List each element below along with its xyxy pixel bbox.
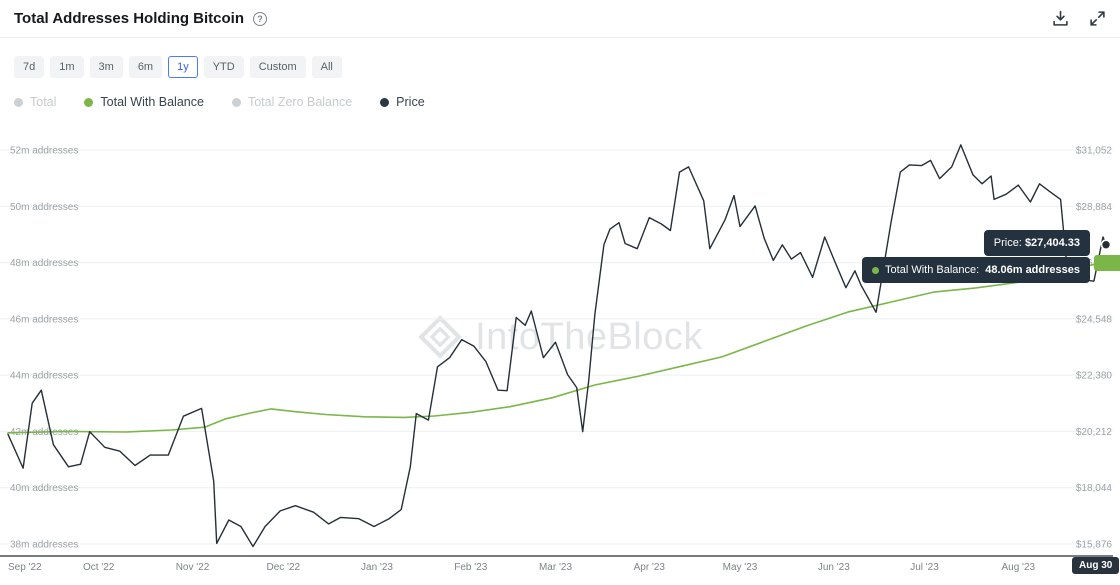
download-icon[interactable] [1052, 10, 1069, 27]
legend-label: Total [30, 95, 57, 109]
legend-label: Total With Balance [100, 95, 204, 109]
legend-dot-icon [380, 97, 390, 107]
x-axis-label: Aug '23 [1001, 562, 1035, 573]
chart-legend: Total Total With Balance Total Zero Balanc… [14, 95, 425, 109]
y-axis-label-right: $18,044 [1076, 483, 1113, 494]
price-tooltip: Price: $27,404.33 [983, 230, 1090, 256]
series-line-total-with-balance [7, 260, 1107, 434]
time-range-1y[interactable]: 1y [168, 56, 198, 78]
time-range-6m[interactable]: 6m [128, 56, 163, 78]
y-axis-label-left: 48m addresses [10, 258, 78, 269]
help-icon[interactable]: ? [253, 11, 268, 26]
x-axis-label: Sep '22 [8, 562, 42, 573]
y-axis-label-right: $24,548 [1076, 314, 1113, 325]
x-axis-label: Apr '23 [634, 562, 666, 573]
legend-price[interactable]: Price [380, 95, 425, 109]
legend-dot-icon [231, 97, 241, 107]
legend-label: Price [396, 95, 425, 109]
price-tooltip-value: $27,404.33 [1024, 237, 1080, 249]
legend-total[interactable]: Total [14, 95, 56, 109]
header: Total Addresses Holding Bitcoin ? [0, 0, 1120, 38]
balance-series-dot-icon [872, 266, 880, 274]
x-axis-label: Mar '23 [539, 562, 572, 573]
y-axis-label-left: 50m addresses [10, 202, 78, 213]
y-axis-label-right: $31,052 [1076, 146, 1113, 157]
balance-tooltip-value: 48.06m addresses [985, 264, 1080, 276]
y-axis-label-left: 38m addresses [10, 540, 78, 551]
y-axis-label-right: $15,876 [1076, 540, 1113, 551]
legend-dot-icon [84, 97, 94, 107]
x-axis-label: May '23 [723, 562, 758, 573]
legend-total-zero-balance[interactable]: Total Zero Balance [231, 95, 353, 109]
series-line-price [7, 144, 1107, 548]
y-axis-label-left: 44m addresses [10, 371, 78, 382]
legend-dot-icon [14, 97, 23, 107]
time-range-1m[interactable]: 1m [50, 56, 84, 78]
y-axis-label-right: $28,884 [1076, 202, 1113, 213]
x-axis-label: Oct '22 [83, 562, 115, 573]
time-range-ytd[interactable]: YTD [203, 56, 244, 78]
current-value-badge [1094, 255, 1120, 271]
chart-plot-area[interactable]: 52m addresses 50m addresses 48m addresses 4… [0, 130, 1120, 585]
header-actions [1052, 10, 1106, 27]
y-axis-label-right: $20,212 [1076, 427, 1113, 438]
x-axis-label: Nov '22 [176, 562, 210, 573]
time-range-3m[interactable]: 3m [89, 56, 123, 78]
x-axis-label: Dec '22 [267, 562, 301, 573]
y-axis-label-left: 40m addresses [10, 483, 78, 494]
y-axis-label-left: 52m addresses [10, 146, 78, 157]
time-range-7d[interactable]: 7d [14, 56, 45, 78]
time-range-custom[interactable]: Custom [249, 56, 306, 78]
current-date-badge: Aug 30 [1072, 557, 1120, 574]
x-axis-label: Feb '23 [454, 562, 487, 573]
price-tooltip-label: Price: [993, 237, 1022, 249]
legend-label: Total Zero Balance [247, 95, 353, 109]
balance-tooltip-label: Total With Balance: [885, 264, 980, 276]
time-range-selector: 7d 1m 3m 6m 1y YTD Custom All [14, 56, 342, 78]
series-end-marker-price [1100, 239, 1112, 250]
x-axis-label: Jun '23 [818, 562, 850, 573]
x-axis-label: Jul '23 [910, 562, 939, 573]
y-axis-label-right: $22,380 [1076, 371, 1113, 382]
legend-total-with-balance[interactable]: Total With Balance [84, 95, 204, 109]
time-range-all[interactable]: All [311, 56, 342, 78]
balance-tooltip: Total With Balance: 48.06m addresses [862, 257, 1090, 283]
page-title: Total Addresses Holding Bitcoin [14, 10, 245, 27]
fullscreen-icon[interactable] [1089, 10, 1106, 27]
x-axis-label: Jan '23 [361, 562, 393, 573]
y-axis-label-left: 46m addresses [10, 314, 78, 325]
